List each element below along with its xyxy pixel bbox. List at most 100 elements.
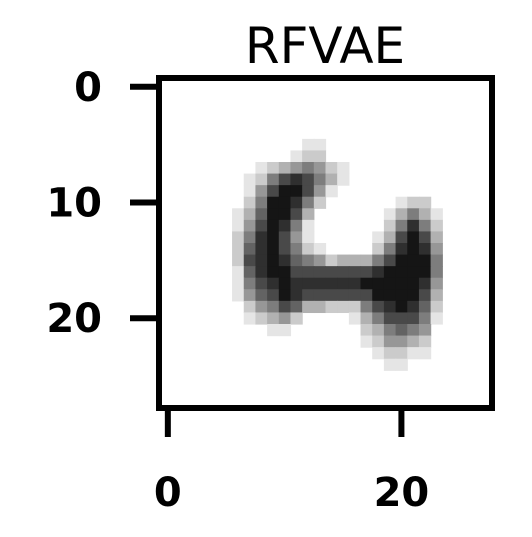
heatmap-cell	[407, 324, 419, 336]
heatmap-cell	[290, 174, 302, 186]
heatmap-cell	[267, 289, 279, 301]
chart-title: RFVAE	[245, 17, 405, 75]
heatmap-cell	[314, 139, 326, 151]
heatmap-cell	[267, 231, 279, 243]
heatmap-cell	[431, 243, 443, 255]
heatmap-cell	[290, 301, 302, 313]
y-tick-label: 0	[74, 65, 102, 111]
heatmap-cell	[361, 324, 373, 336]
heatmap-cell	[361, 301, 373, 313]
heatmap-cell	[244, 266, 256, 278]
heatmap-cell	[372, 289, 384, 301]
heatmap-cell	[384, 243, 396, 255]
heatmap-cell	[396, 301, 408, 313]
heatmap-cell	[255, 266, 267, 278]
heatmap-cell	[431, 289, 443, 301]
heatmap-cell	[255, 231, 267, 243]
heatmap-cell	[337, 266, 349, 278]
heatmap-cell	[419, 231, 431, 243]
heatmap-cell	[255, 220, 267, 232]
heatmap-cell	[419, 324, 431, 336]
heatmap-cell	[396, 359, 408, 371]
heatmap-cell	[407, 312, 419, 324]
heatmap-cell	[431, 266, 443, 278]
heatmap-cell	[290, 150, 302, 162]
heatmap-cell	[279, 289, 291, 301]
heatmap-cell	[396, 336, 408, 348]
heatmap-cell	[255, 174, 267, 186]
heatmap-cell	[419, 208, 431, 220]
y-tick-label: 10	[46, 181, 102, 227]
heatmap-cell	[337, 162, 349, 174]
heatmap-cell	[279, 278, 291, 290]
heatmap-cell	[372, 255, 384, 267]
heatmap-cell	[314, 301, 326, 313]
heatmap-cell	[396, 324, 408, 336]
x-tick-label: 20	[374, 470, 430, 516]
heatmap-cell	[396, 312, 408, 324]
heatmap-cell	[232, 266, 244, 278]
heatmap-cell	[407, 243, 419, 255]
heatmap-cell	[407, 231, 419, 243]
heatmap-cell	[407, 347, 419, 359]
heatmap-cell	[361, 289, 373, 301]
heatmap-cell	[290, 278, 302, 290]
heatmap-cell	[244, 220, 256, 232]
heatmap-cell	[361, 336, 373, 348]
heatmap-cell	[349, 301, 361, 313]
heatmap-cell	[431, 220, 443, 232]
heatmap-cell	[431, 231, 443, 243]
heatmap-cell	[290, 208, 302, 220]
heatmap-cell	[349, 255, 361, 267]
heatmap-cell	[255, 208, 267, 220]
heatmap-cell	[290, 220, 302, 232]
heatmap-cell	[267, 255, 279, 267]
heatmap-cell	[302, 266, 314, 278]
heatmap-cell	[302, 289, 314, 301]
heatmap-cell	[407, 197, 419, 209]
heatmap-cell	[431, 278, 443, 290]
heatmap-cell	[290, 266, 302, 278]
heatmap-cell	[314, 162, 326, 174]
heatmap-cell	[372, 231, 384, 243]
heatmap-cell	[244, 255, 256, 267]
heatmap-cell	[279, 255, 291, 267]
heatmap-cell	[326, 289, 338, 301]
heatmap-cell	[384, 208, 396, 220]
heatmap-cell	[279, 312, 291, 324]
heatmap-cell	[372, 324, 384, 336]
heatmap-cell	[232, 278, 244, 290]
heatmap-cell	[255, 197, 267, 209]
heatmap-cell	[419, 243, 431, 255]
heatmap-cell	[431, 312, 443, 324]
heatmap-cell	[372, 347, 384, 359]
heatmap-cell	[384, 278, 396, 290]
heatmap-cell	[255, 243, 267, 255]
heatmap-cell	[267, 220, 279, 232]
heatmap-cell	[384, 220, 396, 232]
heatmap-cell	[396, 266, 408, 278]
heatmap-cell	[267, 278, 279, 290]
heatmap-cell	[255, 301, 267, 313]
heatmap-cell	[372, 266, 384, 278]
heatmap-cell	[244, 278, 256, 290]
heatmap-cell	[337, 174, 349, 186]
heatmap-cell	[326, 278, 338, 290]
heatmap-cell	[419, 336, 431, 348]
heatmap-cell	[349, 289, 361, 301]
heatmap-cell	[361, 312, 373, 324]
heatmap-cell	[337, 278, 349, 290]
heatmap-cell	[244, 301, 256, 313]
heatmap-cell	[349, 278, 361, 290]
heatmap-cell	[326, 266, 338, 278]
heatmap-cell	[384, 347, 396, 359]
heatmap-image	[232, 139, 443, 371]
heatmap-cell	[302, 197, 314, 209]
heatmap-cell	[419, 278, 431, 290]
heatmap-cell	[290, 185, 302, 197]
heatmap-cell	[337, 301, 349, 313]
heatmap-cell	[302, 243, 314, 255]
heatmap-cell	[279, 197, 291, 209]
heatmap-cell	[407, 289, 419, 301]
